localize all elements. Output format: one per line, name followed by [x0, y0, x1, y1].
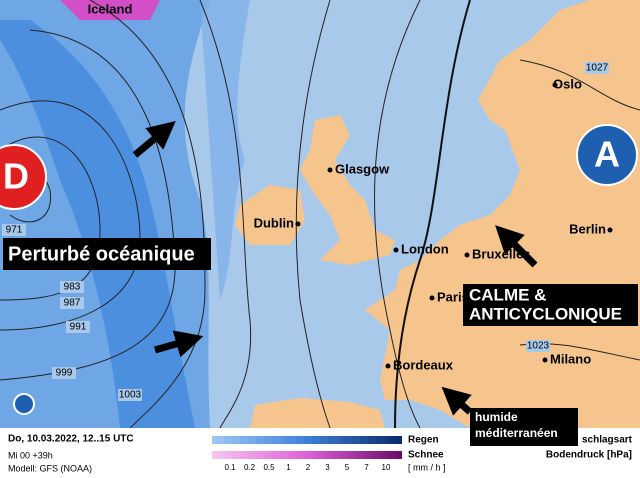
high-badge [576, 124, 638, 186]
city-dot [607, 227, 613, 233]
city-dot [385, 363, 391, 369]
city-dot [429, 295, 435, 301]
iberia [250, 398, 385, 428]
rain-scale [212, 436, 402, 444]
high-letter: A [594, 134, 620, 175]
scandinavia [530, 0, 640, 85]
scale-label: 7 [364, 463, 369, 472]
isobar-label-bg [526, 340, 550, 352]
snow-area [60, 0, 160, 20]
scale-label: 0.2 [244, 463, 256, 472]
arrow [132, 121, 176, 158]
city-label: Bordeaux [393, 357, 454, 372]
city-dot [295, 221, 301, 227]
arrow [154, 330, 204, 358]
rain-label: Regen [408, 435, 439, 446]
low-badge [0, 144, 47, 210]
precip-edge [200, 0, 250, 300]
city-label: Glasgow [335, 161, 390, 176]
isobar-label: 971 [6, 225, 23, 236]
place-label: Iceland [88, 1, 133, 16]
snow-scale [212, 451, 402, 459]
footer-date: Do, 10.03.2022, 12..15 UTC [8, 434, 134, 445]
isobar-label: 1023 [527, 341, 550, 352]
scale-label: 0.1 [224, 463, 236, 472]
city-label: Berlin [569, 221, 606, 236]
annotation: Perturbé océanique [8, 243, 195, 265]
isobar-label-bg [60, 297, 84, 309]
annotation-box [463, 284, 638, 326]
isobar-label-bg [52, 367, 76, 379]
isobar-label: 983 [64, 282, 81, 293]
ireland [235, 185, 305, 245]
city-dot [552, 82, 558, 88]
pressure-label: Bodendruck [hPa] [546, 450, 632, 461]
annotation: CALME & [469, 285, 546, 304]
city-label: Oslo [553, 76, 582, 91]
isobar-label-bg [66, 321, 90, 333]
low-letter: D [3, 156, 29, 197]
scale-label: 10 [382, 463, 391, 472]
city-dot [542, 357, 548, 363]
isobar-label-bg [2, 224, 26, 236]
logo [13, 393, 35, 415]
isobar-label: 987 [64, 298, 81, 309]
snow-label: Schnee [408, 450, 444, 461]
footer-model: Modell: GFS (NOAA) [8, 463, 92, 473]
city-label: London [401, 241, 449, 256]
footer-run: Mi 00 +39h [8, 450, 53, 460]
scale-label: 1 [286, 463, 291, 472]
annotation-box [470, 408, 578, 446]
unit-label: [ mm / h ] [408, 462, 446, 472]
scale-label: 5 [345, 463, 350, 472]
front-line [394, 0, 471, 429]
city-label: Dublin [254, 215, 294, 230]
scale-label: 3 [325, 463, 330, 472]
annotation: ANTICYCLONIQUE [469, 304, 622, 323]
isobar-label-bg [585, 62, 609, 74]
isobar-label: 991 [70, 322, 87, 333]
isobar-label: 999 [56, 368, 73, 379]
city-label: Paris [437, 289, 469, 304]
city-dot [327, 167, 333, 173]
isobar-label: 1027 [586, 63, 609, 74]
arrow [441, 386, 473, 416]
type-label: schlagsart [582, 435, 633, 446]
city-label: Milano [550, 351, 591, 366]
annotation: méditerranéen [475, 426, 558, 440]
scale-label: 2 [306, 463, 311, 472]
city-label: Bruxelles [472, 246, 531, 261]
city-dot [464, 252, 470, 258]
isobar-label: 1003 [119, 390, 142, 401]
great-britain [300, 115, 395, 265]
annotation-box [3, 238, 211, 270]
arrow [495, 225, 538, 268]
isobar-label-bg [118, 389, 142, 401]
city-dot [393, 247, 399, 253]
precip-band [0, 20, 195, 428]
scale-label: 0.5 [263, 463, 275, 472]
annotation: humide [475, 410, 518, 424]
isobar-label-bg [60, 281, 84, 293]
